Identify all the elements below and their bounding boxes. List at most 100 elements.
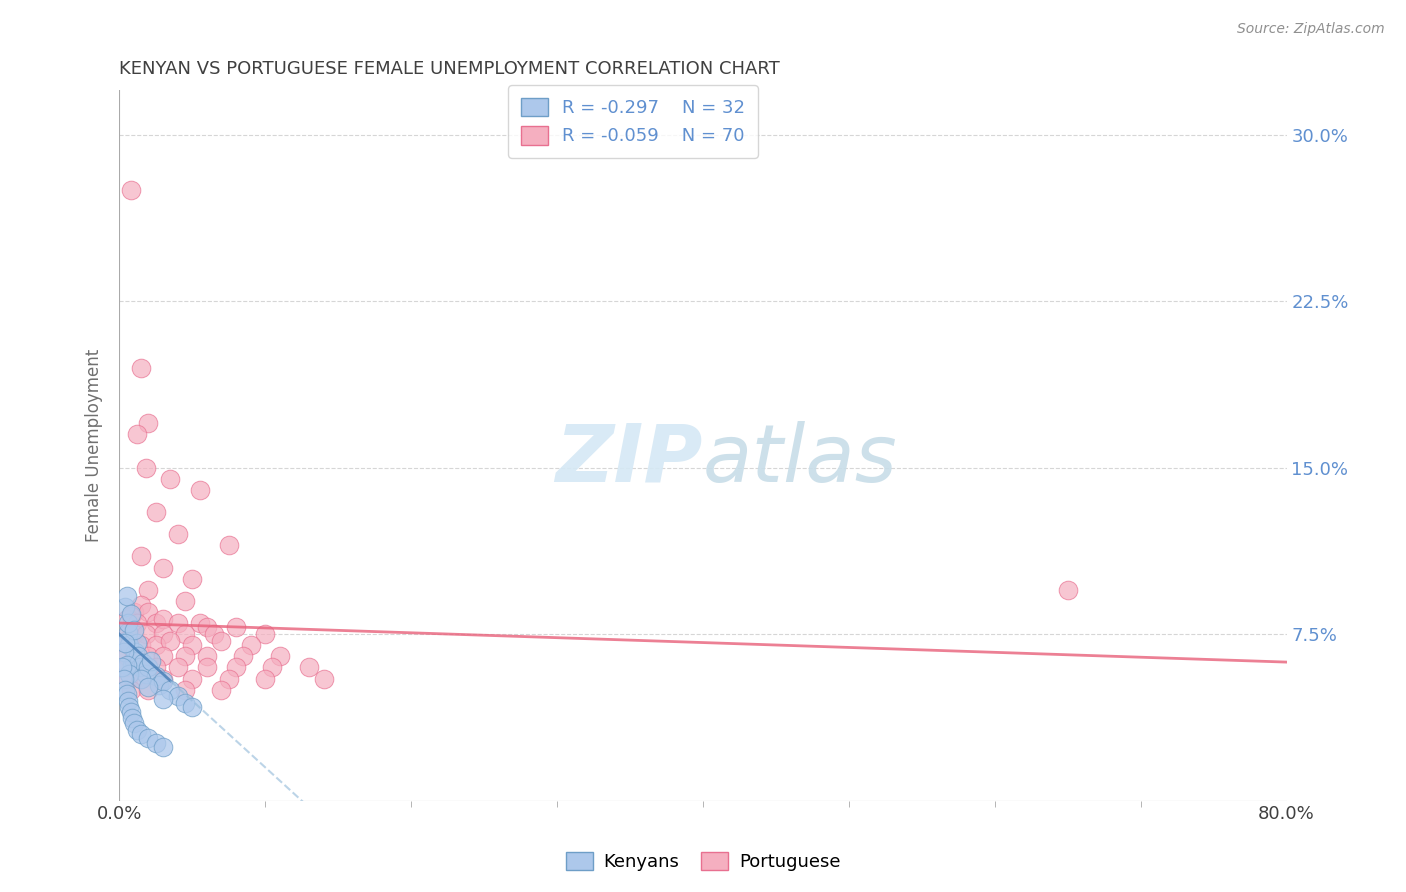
Point xyxy=(112,645,135,659)
Point xyxy=(138,416,160,430)
Point xyxy=(135,627,157,641)
Point xyxy=(131,656,153,670)
Point xyxy=(239,638,262,652)
Point xyxy=(121,711,143,725)
Point xyxy=(166,690,188,704)
Point xyxy=(148,678,170,692)
Point xyxy=(125,660,148,674)
Point xyxy=(225,620,247,634)
Point xyxy=(118,638,141,652)
Point xyxy=(117,615,139,630)
Point xyxy=(202,627,225,641)
Point xyxy=(114,636,136,650)
Point xyxy=(118,667,141,681)
Point xyxy=(120,183,142,197)
Point xyxy=(218,672,240,686)
Point xyxy=(145,638,167,652)
Point xyxy=(1056,582,1078,597)
Text: Source: ZipAtlas.com: Source: ZipAtlas.com xyxy=(1237,22,1385,37)
Point xyxy=(166,615,188,630)
Point xyxy=(145,736,167,750)
Point xyxy=(129,727,152,741)
Point xyxy=(138,649,160,664)
Point xyxy=(120,705,142,719)
Point xyxy=(174,649,197,664)
Point xyxy=(115,649,138,664)
Point xyxy=(141,654,163,668)
Point xyxy=(166,660,188,674)
Point xyxy=(218,538,240,552)
Point xyxy=(188,615,211,630)
Point xyxy=(114,633,136,648)
Point xyxy=(118,700,141,714)
Point xyxy=(122,649,145,664)
Point xyxy=(115,660,138,674)
Point xyxy=(129,360,152,375)
Point xyxy=(181,638,204,652)
Point xyxy=(174,594,197,608)
Point xyxy=(125,427,148,442)
Point xyxy=(174,696,197,710)
Point xyxy=(138,605,160,619)
Point xyxy=(120,607,142,622)
Point xyxy=(117,672,139,686)
Point xyxy=(115,658,138,673)
Point xyxy=(129,549,152,564)
Point xyxy=(174,627,197,641)
Legend: Kenyans, Portuguese: Kenyans, Portuguese xyxy=(558,845,848,879)
Point xyxy=(129,638,152,652)
Point xyxy=(114,600,136,615)
Point xyxy=(269,649,291,664)
Point xyxy=(145,669,167,683)
Point xyxy=(138,681,160,695)
Y-axis label: Female Unemployment: Female Unemployment xyxy=(86,349,103,542)
Text: KENYAN VS PORTUGUESE FEMALE UNEMPLOYMENT CORRELATION CHART: KENYAN VS PORTUGUESE FEMALE UNEMPLOYMENT… xyxy=(120,60,780,78)
Point xyxy=(195,620,218,634)
Point xyxy=(152,560,174,574)
Point xyxy=(254,672,277,686)
Point xyxy=(125,636,148,650)
Point xyxy=(312,672,335,686)
Point xyxy=(152,673,174,688)
Point xyxy=(127,649,149,664)
Point xyxy=(209,682,232,697)
Point xyxy=(115,611,138,625)
Point xyxy=(118,638,141,652)
Point xyxy=(125,615,148,630)
Point xyxy=(209,633,232,648)
Point xyxy=(166,527,188,541)
Point xyxy=(195,649,218,664)
Point xyxy=(117,627,139,641)
Point xyxy=(262,660,284,674)
Point xyxy=(122,627,145,641)
Point xyxy=(115,633,138,648)
Point xyxy=(138,660,160,674)
Point xyxy=(181,700,204,714)
Point xyxy=(152,611,174,625)
Point xyxy=(188,483,211,497)
Point xyxy=(122,715,145,730)
Point xyxy=(152,627,174,641)
Point xyxy=(254,627,277,641)
Point xyxy=(152,740,174,755)
Point xyxy=(135,460,157,475)
Point xyxy=(129,599,152,613)
Point xyxy=(152,672,174,686)
Point xyxy=(111,660,134,674)
Point xyxy=(138,682,160,697)
Point xyxy=(159,633,181,648)
Point xyxy=(114,682,136,697)
Point xyxy=(120,609,142,624)
Legend: R = -0.297    N = 32, R = -0.059    N = 70: R = -0.297 N = 32, R = -0.059 N = 70 xyxy=(508,85,758,158)
Point xyxy=(181,572,204,586)
Point xyxy=(225,660,247,674)
Point xyxy=(145,660,167,674)
Point xyxy=(145,505,167,519)
Point xyxy=(117,624,139,639)
Point xyxy=(122,623,145,637)
Point xyxy=(115,590,138,604)
Point xyxy=(174,682,197,697)
Point xyxy=(152,649,174,664)
Point xyxy=(145,615,167,630)
Point xyxy=(232,649,254,664)
